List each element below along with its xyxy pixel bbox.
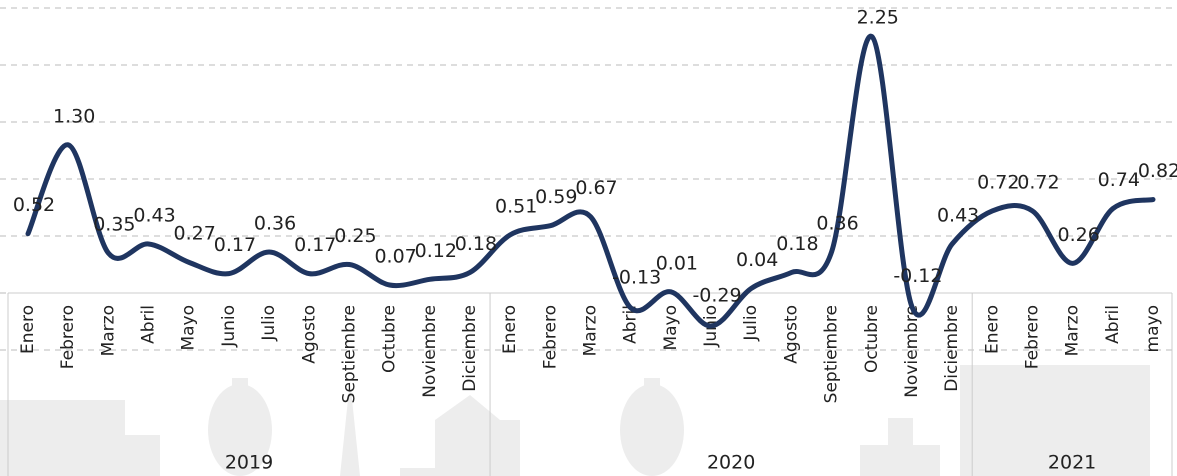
data-label: 0.51: [495, 195, 537, 217]
data-label: 0.17: [294, 234, 336, 256]
x-tick-label: Septiembre: [339, 305, 359, 403]
data-label: 0.04: [736, 249, 778, 271]
x-tick-label: Septiembre: [822, 305, 842, 403]
x-tick-label: Octubre: [380, 305, 400, 373]
x-tick-label: Julio: [259, 305, 279, 342]
data-label: 0.17: [214, 234, 256, 256]
x-tick-label: Enero: [500, 305, 520, 354]
data-label: 0.01: [656, 252, 698, 274]
data-label: 0.18: [455, 233, 497, 255]
data-label: 0.27: [174, 223, 216, 245]
x-tick-label: Marzo: [581, 305, 601, 356]
plot: 0.521.300.350.430.270.170.360.170.250.07…: [13, 7, 1177, 329]
x-tick-label: Enero: [982, 305, 1002, 354]
background-decor: [0, 365, 1150, 476]
x-tick-label: Julio: [741, 305, 761, 342]
data-line: [25, 33, 1156, 329]
data-label: 1.30: [53, 105, 95, 127]
x-tick-label: Noviembre: [420, 305, 440, 398]
x-tick-label: Agosto: [299, 305, 319, 364]
data-label: 0.12: [415, 240, 457, 262]
x-tick-label: Mayo: [661, 305, 681, 351]
data-label: -0.12: [893, 265, 942, 287]
data-label: 0.36: [816, 212, 858, 234]
x-tick-label: Abril: [621, 305, 641, 344]
x-tick-label: Abril: [1103, 305, 1123, 344]
x-tick-label: Febrero: [58, 305, 78, 369]
x-tick-label: Febrero: [540, 305, 560, 369]
x-tick-label: mayo: [1143, 305, 1163, 352]
data-label: 0.26: [1057, 224, 1099, 246]
data-label: 0.18: [776, 233, 818, 255]
x-tick-label: Marzo: [98, 305, 118, 356]
data-label: 0.74: [1098, 169, 1140, 191]
data-label: 2.25: [857, 7, 899, 29]
data-label: 0.82: [1138, 160, 1177, 182]
x-tick-label: Abril: [139, 305, 159, 344]
x-tick-label: Mayo: [179, 305, 199, 351]
data-label: 0.35: [93, 214, 135, 236]
x-tick-label: Marzo: [1063, 305, 1083, 356]
year-label: 2019: [225, 452, 273, 474]
x-tick-label: Agosto: [781, 305, 801, 364]
x-tick-label: Enero: [18, 305, 38, 354]
year-label: 2021: [1048, 452, 1096, 474]
data-label: 0.07: [374, 246, 416, 268]
data-label: 0.59: [535, 186, 577, 208]
data-label: 0.36: [254, 212, 296, 234]
data-label: 0.52: [13, 194, 55, 216]
data-label: -0.29: [692, 285, 741, 307]
data-label: 0.43: [937, 204, 979, 226]
data-label: 0.67: [575, 177, 617, 199]
x-tick-label: Diciembre: [460, 305, 480, 392]
x-tick-label: Diciembre: [942, 305, 962, 392]
x-tick-label: Febrero: [1022, 305, 1042, 369]
x-tick-label: Noviembre: [902, 305, 922, 398]
year-label: 2020: [707, 452, 755, 474]
data-label: -0.13: [612, 266, 661, 288]
x-tick-label: Junio: [219, 305, 239, 348]
data-label: 0.25: [334, 225, 376, 247]
data-label: 0.43: [133, 204, 175, 226]
data-label: 0.72: [1017, 171, 1059, 193]
x-tick-label: Octubre: [862, 305, 882, 373]
data-label: 0.72: [977, 171, 1019, 193]
axis-frame: 2019 2020 2021 Enero Febrero Marzo Abril Mayo Ju…: [7, 292, 1173, 476]
